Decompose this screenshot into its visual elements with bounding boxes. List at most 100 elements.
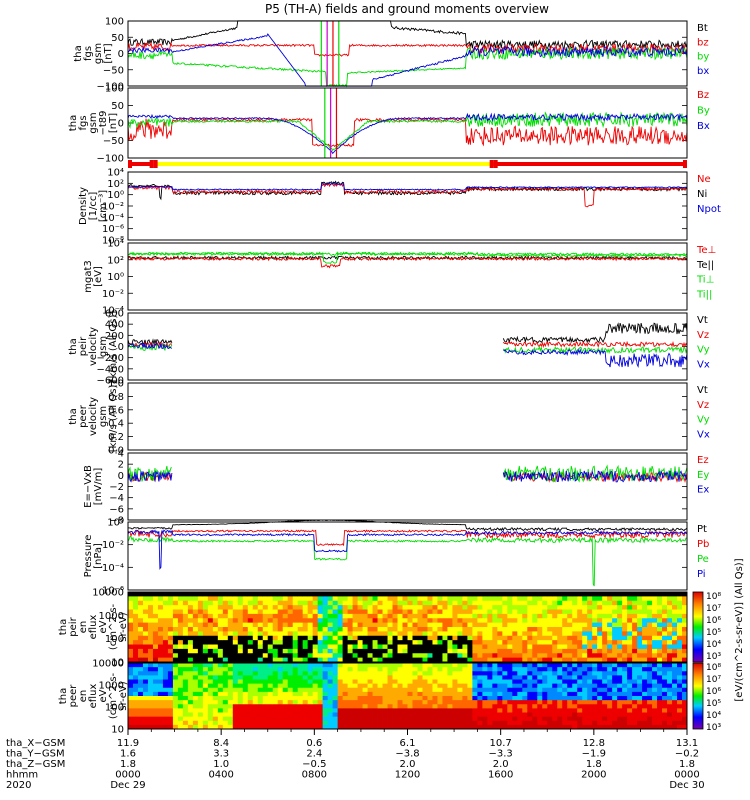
spec-cell: [187, 600, 194, 606]
spec-cell: [622, 605, 628, 610]
spec-cell: [542, 631, 548, 637]
spec-cell: [302, 667, 309, 672]
spec-cell: [607, 600, 613, 606]
spec-cell: [372, 667, 378, 672]
spec-cell: [282, 635, 289, 641]
spec-cell: [327, 712, 334, 718]
spec-cell: [172, 627, 179, 632]
spec-cell: [142, 687, 149, 693]
mode-marker: [153, 160, 158, 168]
spec-cell: [372, 700, 378, 705]
spec-cell: [352, 671, 358, 676]
legend-Ex: Ex: [697, 485, 709, 496]
spec-cell: [367, 613, 373, 619]
spec-cell: [237, 696, 244, 701]
spec-cell: [412, 716, 418, 722]
spec-cell: [412, 644, 418, 650]
spec-cell: [567, 640, 573, 645]
spec-cell: [477, 609, 483, 615]
spec-cell: [592, 648, 598, 654]
spec-cell: [627, 720, 633, 726]
spec-cell: [282, 592, 289, 597]
spec-cell: [607, 613, 613, 619]
spec-cell: [287, 724, 294, 730]
spec-cell: [132, 631, 139, 637]
spec-cell: [332, 691, 339, 697]
spec-cell: [402, 700, 408, 705]
spec-cell: [397, 644, 403, 650]
spec-cell: [572, 712, 578, 718]
spec-cell: [442, 653, 448, 659]
spec-cell: [662, 724, 668, 730]
spec-cell: [227, 609, 234, 615]
ytick-label: 50: [111, 101, 124, 112]
spec-cell: [557, 716, 563, 722]
spec-cell: [507, 613, 513, 619]
spec-cell: [552, 687, 558, 693]
spec-cell: [522, 675, 528, 680]
spec-cell: [652, 648, 658, 654]
spec-cell: [327, 631, 334, 637]
spec-cell: [347, 653, 353, 659]
spec-cell: [587, 640, 593, 645]
spec-cell: [507, 704, 513, 709]
spec-cell: [352, 622, 358, 628]
spec-cell: [297, 640, 304, 645]
spec-cell: [402, 663, 408, 668]
spec-cell: [622, 724, 628, 730]
spec-cell: [512, 618, 518, 624]
spec-cell: [192, 635, 199, 641]
spec-cell: [592, 635, 598, 641]
spec-cell: [412, 640, 418, 645]
spec-cell: [437, 667, 443, 672]
spec-cell: [482, 622, 488, 628]
spec-cell: [372, 679, 378, 685]
spec-cell: [652, 704, 658, 709]
spec-cell: [532, 704, 538, 709]
spec-cell: [297, 609, 304, 615]
spec-cell: [167, 667, 174, 672]
spec-cell: [442, 696, 448, 701]
spec-cell: [212, 592, 219, 597]
spec-cell: [547, 640, 553, 645]
spec-cell: [427, 671, 433, 676]
spec-cell: [582, 609, 588, 615]
spec-cell: [577, 700, 583, 705]
colorbar-tick: 10⁶: [706, 616, 721, 626]
spec-cell: [367, 700, 373, 705]
spec-cell: [497, 600, 503, 606]
spec-cell: [257, 724, 264, 730]
spec-cell: [647, 712, 653, 718]
ylabel-line: eflux: [88, 615, 99, 640]
spec-cell: [387, 696, 393, 701]
spec-cell: [342, 712, 349, 718]
spec-cell: [397, 627, 403, 632]
spec-cell: [507, 627, 513, 632]
spec-cell: [577, 622, 583, 628]
spec-cell: [447, 600, 453, 606]
spec-cell: [287, 704, 294, 709]
spec-cell: [682, 644, 688, 650]
spec-cell: [427, 691, 433, 697]
spec-cell: [612, 622, 618, 628]
legend-Vy: Vy: [697, 345, 710, 356]
spec-cell: [677, 700, 683, 705]
spec-cell: [232, 720, 239, 726]
spec-cell: [567, 592, 573, 597]
spec-cell: [312, 592, 319, 597]
spec-cell: [142, 675, 149, 680]
spec-cell: [327, 663, 334, 668]
spec-cell: [397, 671, 403, 676]
spec-cell: [607, 631, 613, 637]
spec-cell: [502, 609, 508, 615]
spec-cell: [262, 720, 269, 726]
spec-cell: [187, 691, 194, 697]
spec-cell: [542, 663, 548, 668]
spec-cell: [352, 592, 358, 597]
spec-cell: [427, 605, 433, 610]
spec-cell: [487, 600, 493, 606]
spec-cell: [332, 708, 339, 713]
spec-cell: [667, 622, 673, 628]
spec-cell: [637, 683, 643, 689]
spec-cell: [277, 618, 284, 624]
